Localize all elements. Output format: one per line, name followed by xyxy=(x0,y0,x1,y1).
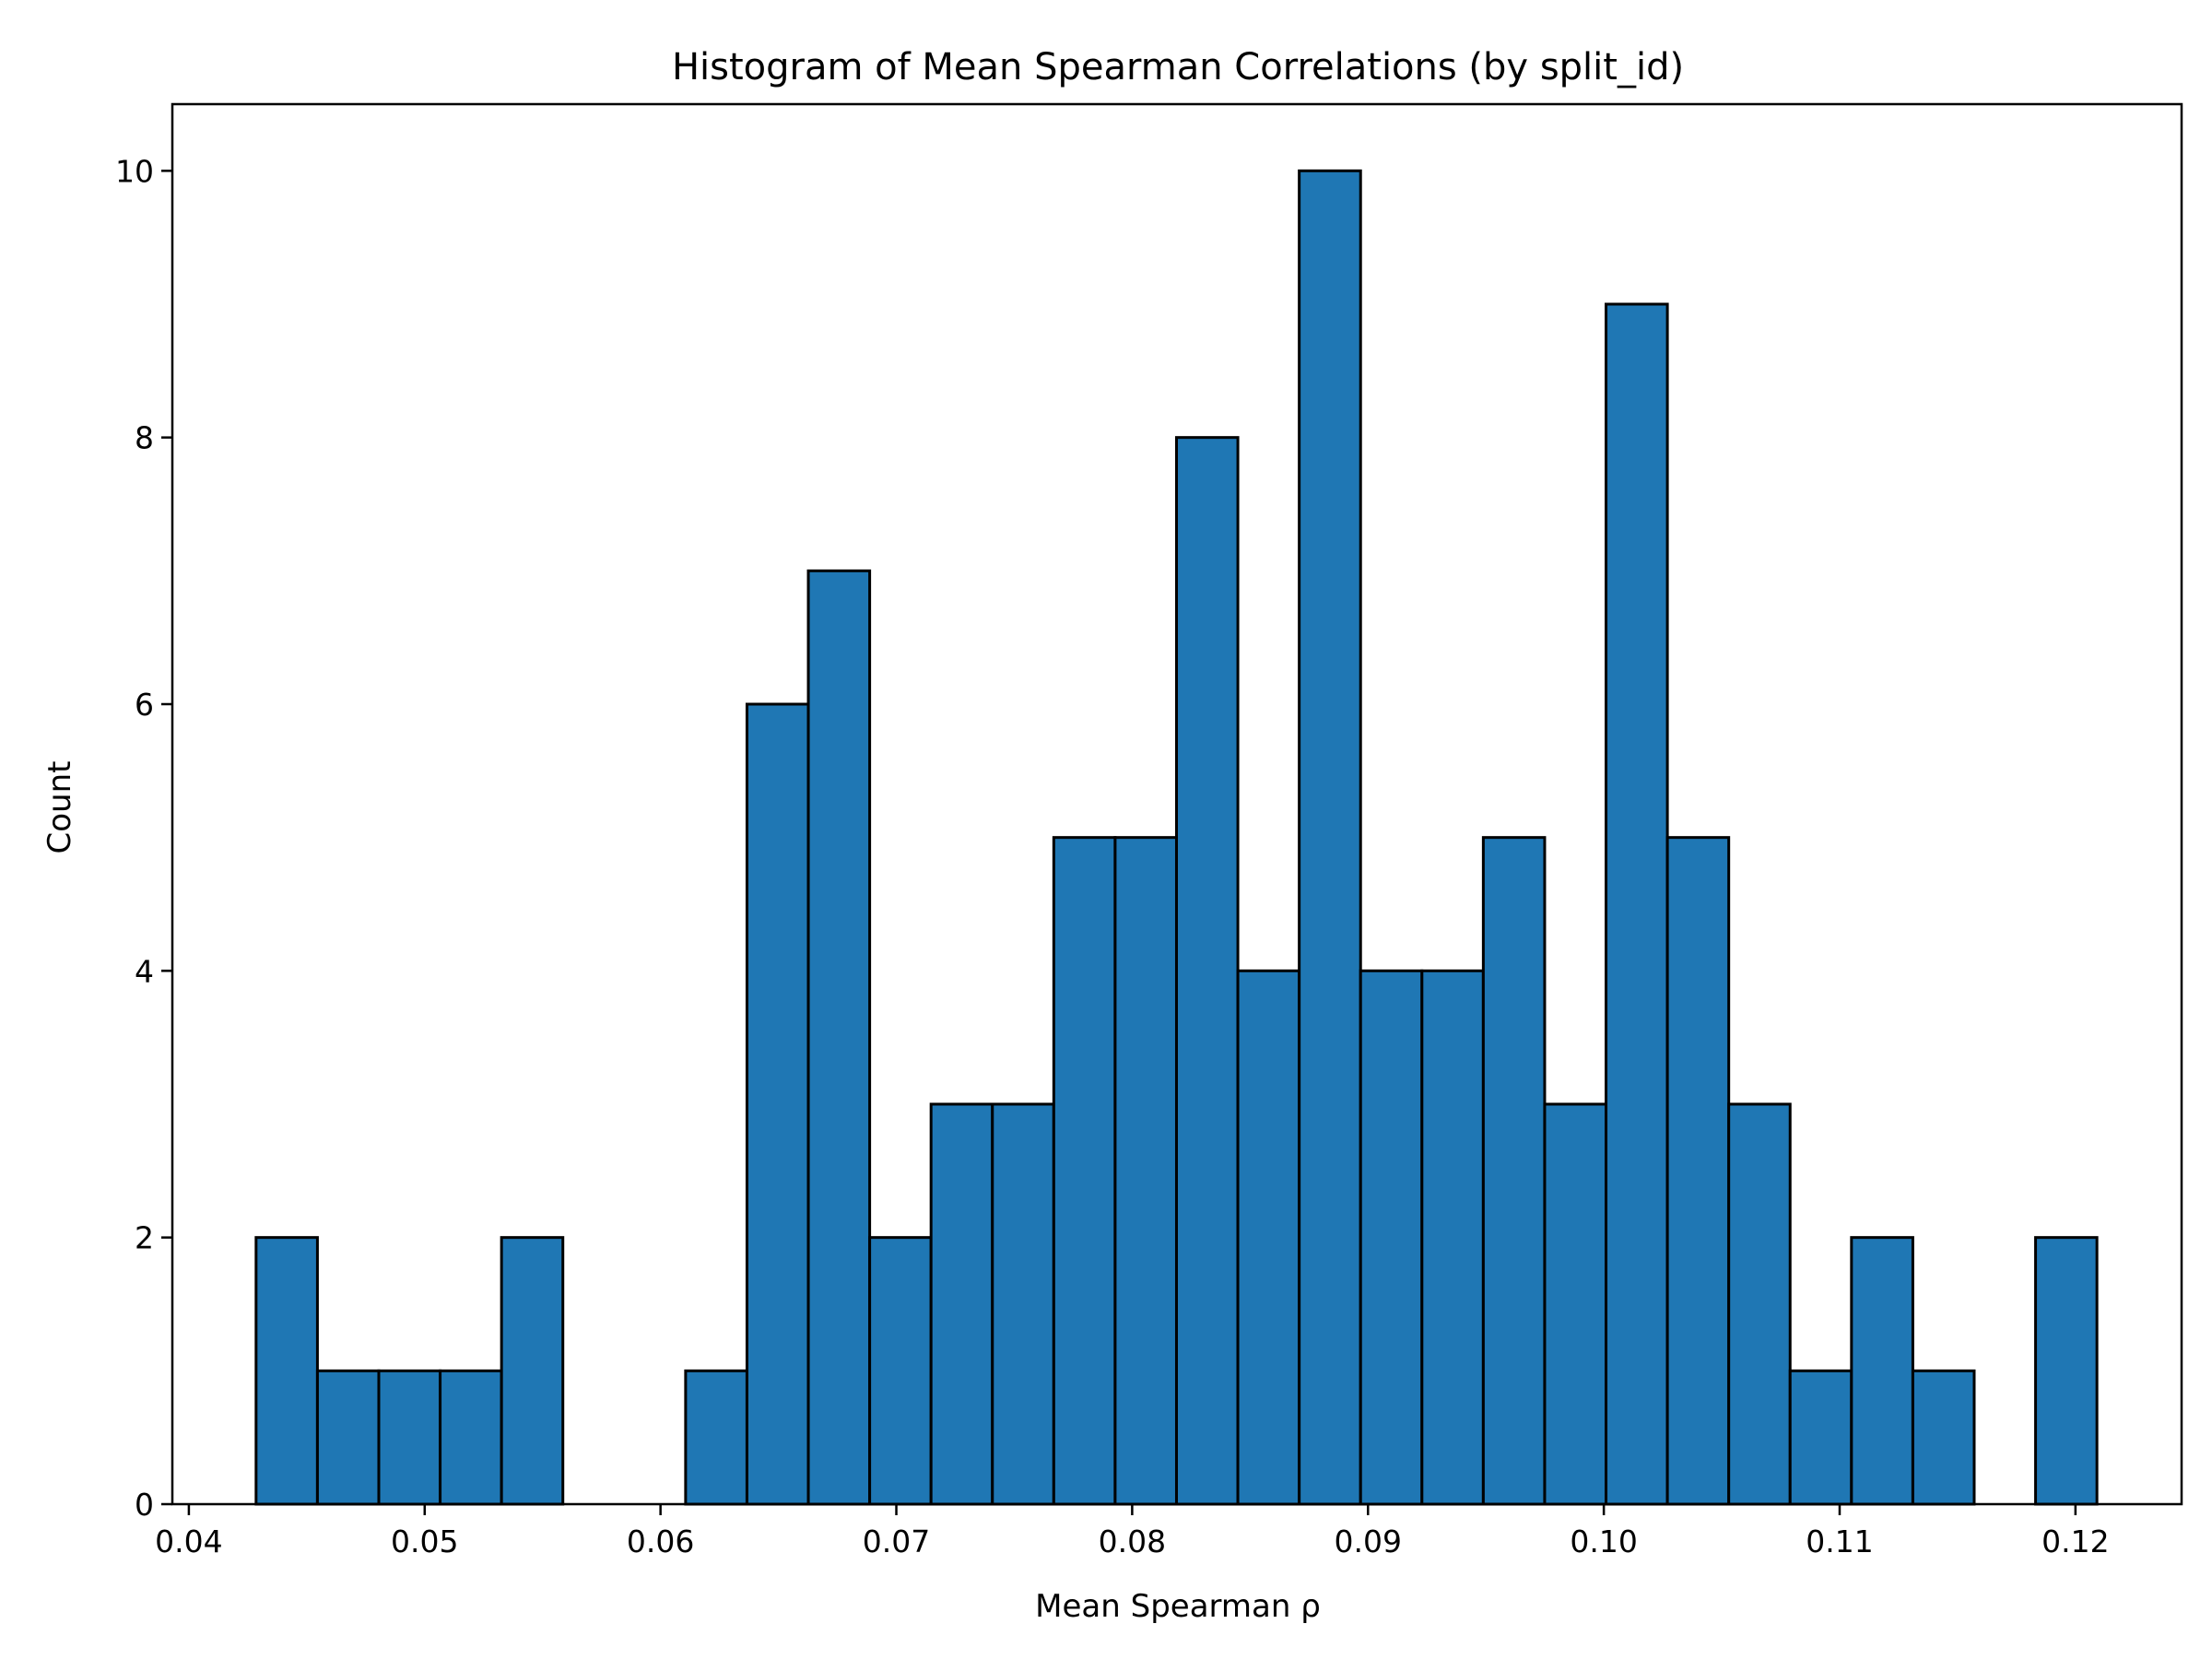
histogram-bar xyxy=(377,1369,442,1506)
y-tick-label: 4 xyxy=(135,953,154,989)
x-tick-label: 0.12 xyxy=(2041,1524,2109,1559)
y-tick-label: 0 xyxy=(135,1487,154,1523)
x-axis: 0.04 0.05 0.06 0.07 0.08 0.09 0.10 0.11 0.12 xyxy=(155,1504,2110,1559)
y-tick-label: 10 xyxy=(115,153,154,189)
y-axis: 0 2 4 6 8 10 xyxy=(115,153,172,1523)
histogram-bar xyxy=(439,1369,503,1506)
x-tick-label: 0.09 xyxy=(1335,1524,1402,1559)
x-tick-label: 0.07 xyxy=(863,1524,930,1559)
histogram-bar xyxy=(315,1369,381,1506)
histogram-bar xyxy=(2034,1236,2099,1506)
histogram-bar xyxy=(1788,1369,1853,1506)
histogram-bar xyxy=(868,1236,933,1506)
histogram-bar xyxy=(1359,969,1424,1506)
histogram-bar xyxy=(1298,169,1362,1506)
x-tick-label: 0.10 xyxy=(1570,1524,1637,1559)
x-tick-label: 0.06 xyxy=(627,1524,694,1559)
histogram-bar xyxy=(1236,969,1301,1506)
histogram-bar xyxy=(254,1236,319,1506)
histogram-bar xyxy=(991,1102,1055,1506)
histogram-bar xyxy=(1052,836,1117,1506)
histogram-bar xyxy=(1850,1236,1914,1506)
histogram-bar xyxy=(684,1369,748,1506)
histogram-bar xyxy=(1113,836,1178,1506)
x-tick-label: 0.08 xyxy=(1099,1524,1166,1559)
x-axis-label: Mean Spearman ρ xyxy=(1035,1588,1321,1625)
x-tick-label: 0.05 xyxy=(391,1524,458,1559)
histogram-bar xyxy=(1911,1369,1976,1506)
histogram-bar xyxy=(929,1102,994,1506)
y-axis-label: Count xyxy=(41,761,78,854)
histogram-bar xyxy=(745,702,810,1506)
histogram-bar xyxy=(1481,836,1547,1506)
histogram-bar xyxy=(1665,836,1731,1506)
chart-title: Histogram of Mean Spearman Correlations … xyxy=(672,46,1684,88)
y-tick-label: 6 xyxy=(135,687,154,723)
histogram-bar xyxy=(1420,969,1485,1506)
histogram-bar xyxy=(1174,436,1240,1506)
histogram-bar xyxy=(1727,1102,1792,1506)
histogram-bar xyxy=(500,1236,565,1506)
bars-group xyxy=(254,169,2099,1506)
plot-frame xyxy=(171,102,2183,1506)
x-tick-label: 0.11 xyxy=(1806,1524,1873,1559)
histogram-bar xyxy=(1605,302,1669,1506)
x-tick-label: 0.04 xyxy=(155,1524,222,1559)
y-tick-label: 8 xyxy=(135,420,154,456)
histogram-bar xyxy=(1543,1102,1608,1506)
y-tick-label: 2 xyxy=(135,1220,154,1256)
histogram-bar xyxy=(806,569,872,1506)
